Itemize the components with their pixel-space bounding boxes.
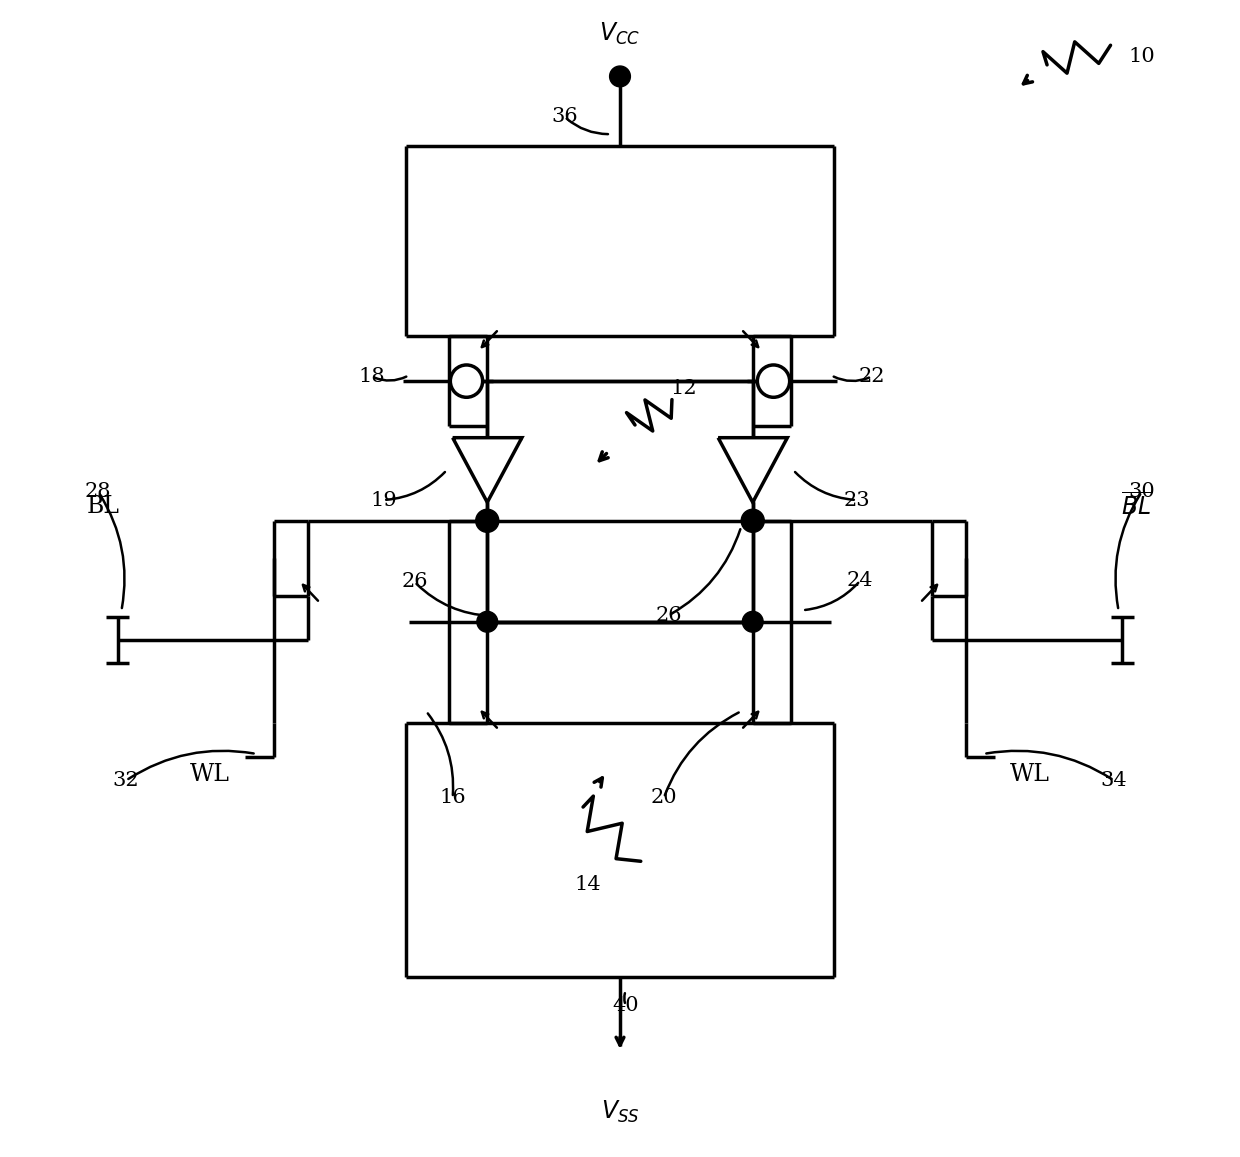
Circle shape	[743, 611, 763, 632]
Text: 24: 24	[847, 572, 873, 590]
Text: BL: BL	[87, 495, 119, 518]
Text: 30: 30	[1128, 482, 1156, 501]
Circle shape	[742, 509, 764, 532]
Text: 14: 14	[574, 875, 601, 894]
Text: 26: 26	[655, 606, 682, 625]
Circle shape	[450, 364, 482, 397]
Text: $V_{CC}$: $V_{CC}$	[599, 21, 641, 46]
Circle shape	[610, 66, 630, 87]
Text: 12: 12	[670, 378, 697, 398]
Text: 20: 20	[651, 788, 677, 808]
Text: 19: 19	[370, 491, 397, 509]
Text: 10: 10	[1128, 47, 1156, 66]
Text: 23: 23	[843, 491, 870, 509]
Text: WL: WL	[190, 764, 231, 787]
Polygon shape	[453, 437, 522, 502]
Circle shape	[477, 611, 497, 632]
Text: 32: 32	[113, 771, 139, 790]
Circle shape	[758, 364, 790, 397]
Text: 34: 34	[1101, 771, 1127, 790]
Text: $\overline{BL}$: $\overline{BL}$	[1121, 493, 1153, 521]
Text: 36: 36	[552, 108, 578, 126]
Text: 18: 18	[358, 367, 386, 386]
Text: 28: 28	[86, 482, 112, 501]
Text: WL: WL	[1009, 764, 1050, 787]
Polygon shape	[718, 437, 787, 502]
Circle shape	[476, 509, 498, 532]
Text: 16: 16	[439, 788, 466, 808]
Text: 22: 22	[858, 367, 885, 386]
Text: 26: 26	[402, 573, 428, 591]
Text: 40: 40	[613, 996, 639, 1015]
Text: $V_{SS}$: $V_{SS}$	[600, 1099, 640, 1125]
